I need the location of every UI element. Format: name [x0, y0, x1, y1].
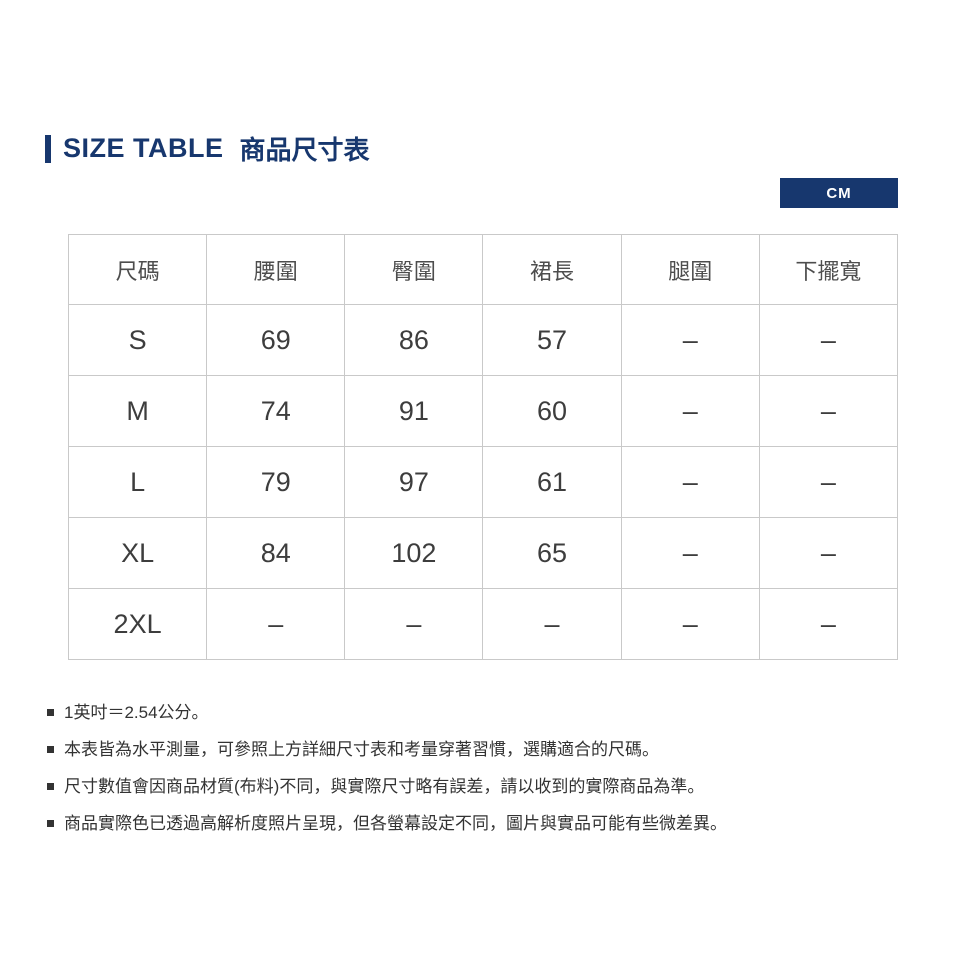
cell-skirt-length: 61 — [482, 446, 622, 518]
cell-hem-width: – — [758, 446, 899, 518]
page-title: SIZE TABLE 商品尺寸表 — [45, 130, 370, 167]
cell-hem-width: – — [758, 588, 899, 660]
cell-thigh: – — [620, 375, 760, 447]
cell-hip: 86 — [344, 304, 484, 376]
header-skirt-length: 裙長 — [482, 234, 622, 305]
cell-size: S — [67, 304, 208, 376]
page-title-en: SIZE TABLE — [63, 133, 224, 163]
note-text: 1英吋＝2.54公分。 — [64, 703, 209, 722]
table-row-2xl: 2XL – – – – – — [67, 588, 899, 660]
cell-waist: 69 — [206, 304, 346, 376]
note-text: 尺寸數值會因商品材質(布料)不同，與實際尺寸略有誤差，請以收到的實際商品為準。 — [64, 777, 705, 796]
header-hip: 臀圍 — [344, 234, 484, 305]
bullet-square-icon — [47, 746, 54, 753]
header-thigh: 腿圍 — [620, 234, 760, 305]
size-table-header: 尺碼 腰圍 臀圍 裙長 腿圍 下擺寬 — [67, 234, 899, 305]
bullet-square-icon — [47, 820, 54, 827]
table-row-m: M 74 91 60 – – — [67, 375, 899, 447]
list-item: 本表皆為水平測量，可參照上方詳細尺寸表和考量穿著習慣，選購適合的尺碼。 — [45, 739, 925, 760]
table-row-l: L 79 97 61 – – — [67, 446, 899, 518]
cell-hem-width: – — [758, 375, 899, 447]
list-item: 尺寸數值會因商品材質(布料)不同，與實際尺寸略有誤差，請以收到的實際商品為準。 — [45, 776, 925, 797]
cell-skirt-length: 57 — [482, 304, 622, 376]
cell-thigh: – — [620, 588, 760, 660]
size-table-body: S 69 86 57 – – M 74 91 60 – – L 79 97 61… — [67, 304, 899, 660]
cell-skirt-length: 65 — [482, 517, 622, 589]
cell-thigh: – — [620, 446, 760, 518]
title-accent-bar — [45, 134, 51, 163]
cell-size: M — [67, 375, 208, 447]
cell-skirt-length: – — [482, 588, 622, 660]
cell-waist: 79 — [206, 446, 346, 518]
header-size: 尺碼 — [67, 234, 208, 305]
unit-badge-cm: CM — [780, 178, 898, 208]
cell-hip: 102 — [344, 517, 484, 589]
note-text: 本表皆為水平測量，可參照上方詳細尺寸表和考量穿著習慣，選購適合的尺碼。 — [64, 740, 659, 759]
list-item: 商品實際色已透過高解析度照片呈現，但各螢幕設定不同，圖片與實品可能有些微差異。 — [45, 813, 925, 834]
cell-hem-width: – — [758, 517, 899, 589]
cell-thigh: – — [620, 517, 760, 589]
header-waist: 腰圍 — [206, 234, 346, 305]
cell-hip: 97 — [344, 446, 484, 518]
table-row-xl: XL 84 102 65 – – — [67, 517, 899, 589]
cell-waist: 84 — [206, 517, 346, 589]
cell-skirt-length: 60 — [482, 375, 622, 447]
cell-hip: 91 — [344, 375, 484, 447]
cell-waist: 74 — [206, 375, 346, 447]
page-title-zh: 商品尺寸表 — [239, 135, 370, 165]
header-row: 尺碼 腰圍 臀圍 裙長 腿圍 下擺寬 — [67, 234, 899, 305]
cell-hip: – — [344, 588, 484, 660]
list-item: 1英吋＝2.54公分。 — [45, 702, 925, 723]
notes-list: 1英吋＝2.54公分。 本表皆為水平測量，可參照上方詳細尺寸表和考量穿著習慣，選… — [45, 702, 925, 850]
cell-waist: – — [206, 588, 346, 660]
cell-size: 2XL — [67, 588, 208, 660]
bullet-square-icon — [47, 709, 54, 716]
bullet-square-icon — [47, 783, 54, 790]
cell-hem-width: – — [758, 304, 899, 376]
cell-size: L — [67, 446, 208, 518]
header-hem-width: 下擺寬 — [758, 234, 899, 305]
table-row-s: S 69 86 57 – – — [67, 304, 899, 376]
note-text: 商品實際色已透過高解析度照片呈現，但各螢幕設定不同，圖片與實品可能有些微差異。 — [64, 814, 727, 833]
cell-size: XL — [67, 517, 208, 589]
unit-badge-label: CM — [826, 184, 852, 202]
cell-thigh: – — [620, 304, 760, 376]
size-table: 尺碼 腰圍 臀圍 裙長 腿圍 下擺寬 S 69 86 57 – – M 74 9… — [67, 234, 899, 660]
